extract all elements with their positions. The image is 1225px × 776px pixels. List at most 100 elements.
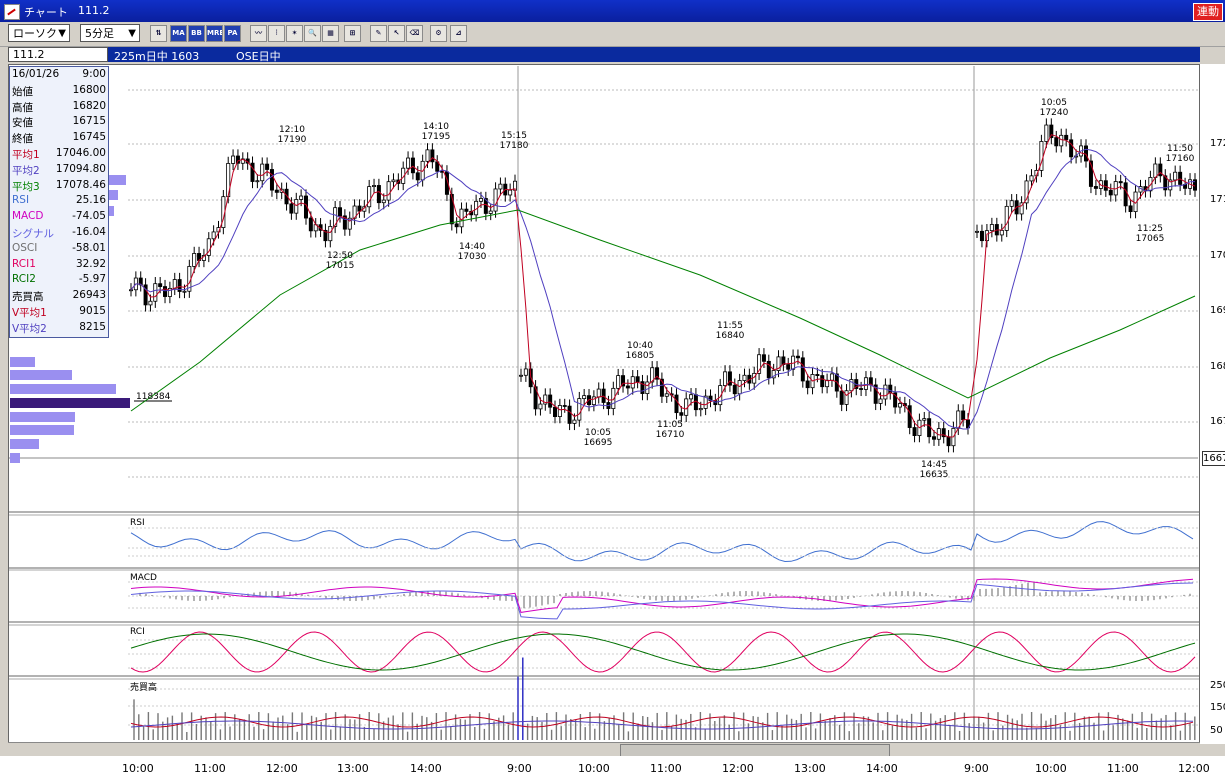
candle-body — [299, 195, 304, 200]
candle-body — [659, 378, 664, 397]
pa-button[interactable]: PA — [224, 25, 241, 42]
candle-body — [444, 171, 449, 195]
data-value: 9015 — [79, 305, 106, 317]
candle-body — [381, 199, 386, 204]
ma-button[interactable]: MA — [170, 25, 187, 42]
candle-chart-icon[interactable]: ⫶ — [268, 25, 285, 42]
data-key: 安値 — [12, 117, 33, 130]
data-row: V平均2 8215 — [12, 321, 106, 337]
data-row: 始値 16800 — [12, 84, 106, 100]
candle-body — [878, 398, 883, 404]
candle-body — [1019, 202, 1024, 215]
candle-body — [163, 286, 168, 297]
compare-icon[interactable]: ⇅ — [150, 25, 167, 42]
annotation-price: 16805 — [625, 351, 655, 361]
price-annotation: 12:10 17190 — [274, 125, 310, 145]
candle-body — [888, 384, 893, 394]
candle-body — [761, 354, 766, 362]
code-field[interactable]: 111.2 — [8, 47, 108, 62]
candle-body — [255, 180, 260, 183]
candle-body — [732, 384, 737, 395]
candle-body — [591, 396, 596, 406]
time-tick-label: 11:00 — [1107, 762, 1139, 775]
candle-body — [192, 253, 197, 267]
annotation-price: 16710 — [655, 430, 685, 440]
candle-body — [538, 403, 543, 410]
candle-body — [800, 357, 805, 382]
price-tick-label: 167 — [1210, 416, 1225, 427]
candle-body — [689, 394, 694, 400]
annotation-time: 12:10 — [279, 125, 305, 135]
cursor-icon[interactable]: ↖ — [388, 25, 405, 42]
link-button[interactable]: 連動 — [1193, 3, 1223, 21]
data-row: V平均1 9015 — [12, 305, 106, 321]
data-value: 32.92 — [75, 257, 106, 270]
candle-body — [674, 394, 679, 414]
settings-icon[interactable]: ⚙ — [430, 25, 447, 42]
volume-ma1-line — [130, 716, 1194, 728]
candle-body — [815, 374, 820, 376]
candle-body — [961, 410, 966, 421]
data-value: -58.01 — [72, 241, 106, 254]
annotation-time: 11:05 — [657, 420, 683, 430]
rci-panel-label: RCI — [130, 627, 145, 637]
candle-body — [664, 393, 669, 397]
data-value: 25.16 — [75, 194, 106, 207]
candle-body — [543, 394, 548, 405]
star-icon[interactable]: ✶ — [286, 25, 303, 42]
time-tick-label: 11:00 — [194, 762, 226, 775]
candle-body — [1173, 171, 1178, 181]
pencil-icon[interactable]: ✎ — [370, 25, 387, 42]
candle-body — [577, 398, 582, 421]
candle-body — [907, 405, 912, 428]
candle-body — [1009, 200, 1014, 207]
measure-icon[interactable]: ⊿ — [450, 25, 467, 42]
chevron-down-icon: ▼ — [128, 28, 136, 39]
annotation-time: 14:45 — [921, 460, 947, 470]
interval-value: 5分足 — [85, 27, 114, 40]
time-tick-label: 13:00 — [794, 762, 826, 775]
candle-body — [820, 375, 825, 388]
line-chart-icon[interactable]: 〰 — [250, 25, 267, 42]
candle-body — [211, 231, 216, 240]
current-price-tag: 1667 — [1202, 451, 1225, 466]
time-tick-label: 13:00 — [337, 762, 369, 775]
candle-body — [548, 394, 553, 408]
ma1-line — [130, 134, 1196, 438]
candle-body — [616, 375, 621, 389]
grid-icon[interactable]: ▦ — [322, 25, 339, 42]
horizontal-scrollbar[interactable] — [8, 742, 1200, 757]
annotation-time: 15:15 — [501, 131, 527, 141]
time-axis — [0, 756, 1225, 776]
annotation-price: 17190 — [277, 135, 307, 145]
split-icon[interactable]: ⊞ — [344, 25, 361, 42]
interval-select[interactable]: 5分足 ▼ — [80, 24, 140, 42]
annotation-price: 17065 — [1135, 234, 1165, 244]
time-tick-label: 9:00 — [507, 762, 532, 775]
candle-body — [1178, 171, 1183, 185]
session-name: OSE日中 — [236, 50, 281, 63]
price-annotation: 14:10 17195 — [418, 122, 454, 142]
price-annotation: 14:40 17030 — [454, 242, 490, 262]
candle-body — [386, 181, 391, 201]
bb-button[interactable]: BB — [188, 25, 205, 42]
candle-body — [805, 380, 810, 389]
mre-button[interactable]: MRE — [206, 25, 223, 42]
data-key: OSCI — [12, 241, 38, 254]
data-key: 終値 — [12, 133, 33, 146]
candle-body — [635, 376, 640, 383]
time-tick-label: 12:00 — [1178, 762, 1210, 775]
eraser-icon[interactable]: ⌫ — [406, 25, 423, 42]
candle-body — [153, 283, 158, 302]
candle-body — [250, 162, 255, 182]
zoom-icon[interactable]: 🔍 — [304, 25, 321, 42]
chart-type-select[interactable]: ローソク ▼ — [8, 24, 70, 42]
data-row: RCI1 32.92 — [12, 258, 106, 274]
data-value: -5.97 — [78, 273, 106, 286]
data-row: MACD -74.05 — [12, 210, 106, 226]
data-value: 16800 — [72, 83, 106, 96]
time-tick-label: 14:00 — [866, 762, 898, 775]
data-key: 平均2 — [12, 164, 40, 177]
candle-body — [1103, 180, 1108, 191]
candle-body — [260, 163, 265, 182]
